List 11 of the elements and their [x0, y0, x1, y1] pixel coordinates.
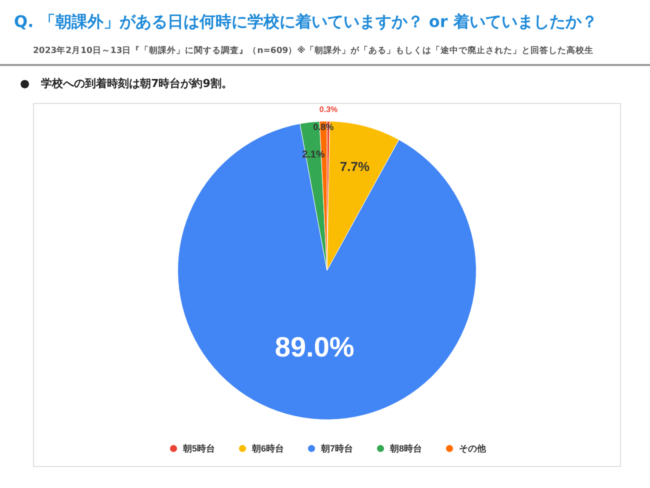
data-label: 89.0% — [274, 332, 354, 363]
chart-subtitle: 2023年2月10日～13日『「朝課外」に関する調査』（n=609）※「朝課外」が「ある」もしくは「途中で廃止された」と回答した高校生 — [33, 45, 594, 57]
legend-label: その他 — [459, 444, 488, 454]
legend-label: 朝6時台 — [250, 444, 284, 454]
data-label: 0.3% — [319, 104, 338, 114]
legend-label: 朝8時台 — [389, 444, 422, 454]
legend-label: 朝5時台 — [182, 444, 216, 454]
chart-title: Q. 「朝課外」がある日は何時に学校に着いていますか？ or 着いていましたか？ — [14, 12, 598, 33]
data-label: 7.7% — [340, 159, 370, 174]
text: ● 学校への到着時刻は朝7時台が約9割。 — [20, 76, 232, 91]
legend-label: 朝7時台 — [320, 444, 354, 454]
